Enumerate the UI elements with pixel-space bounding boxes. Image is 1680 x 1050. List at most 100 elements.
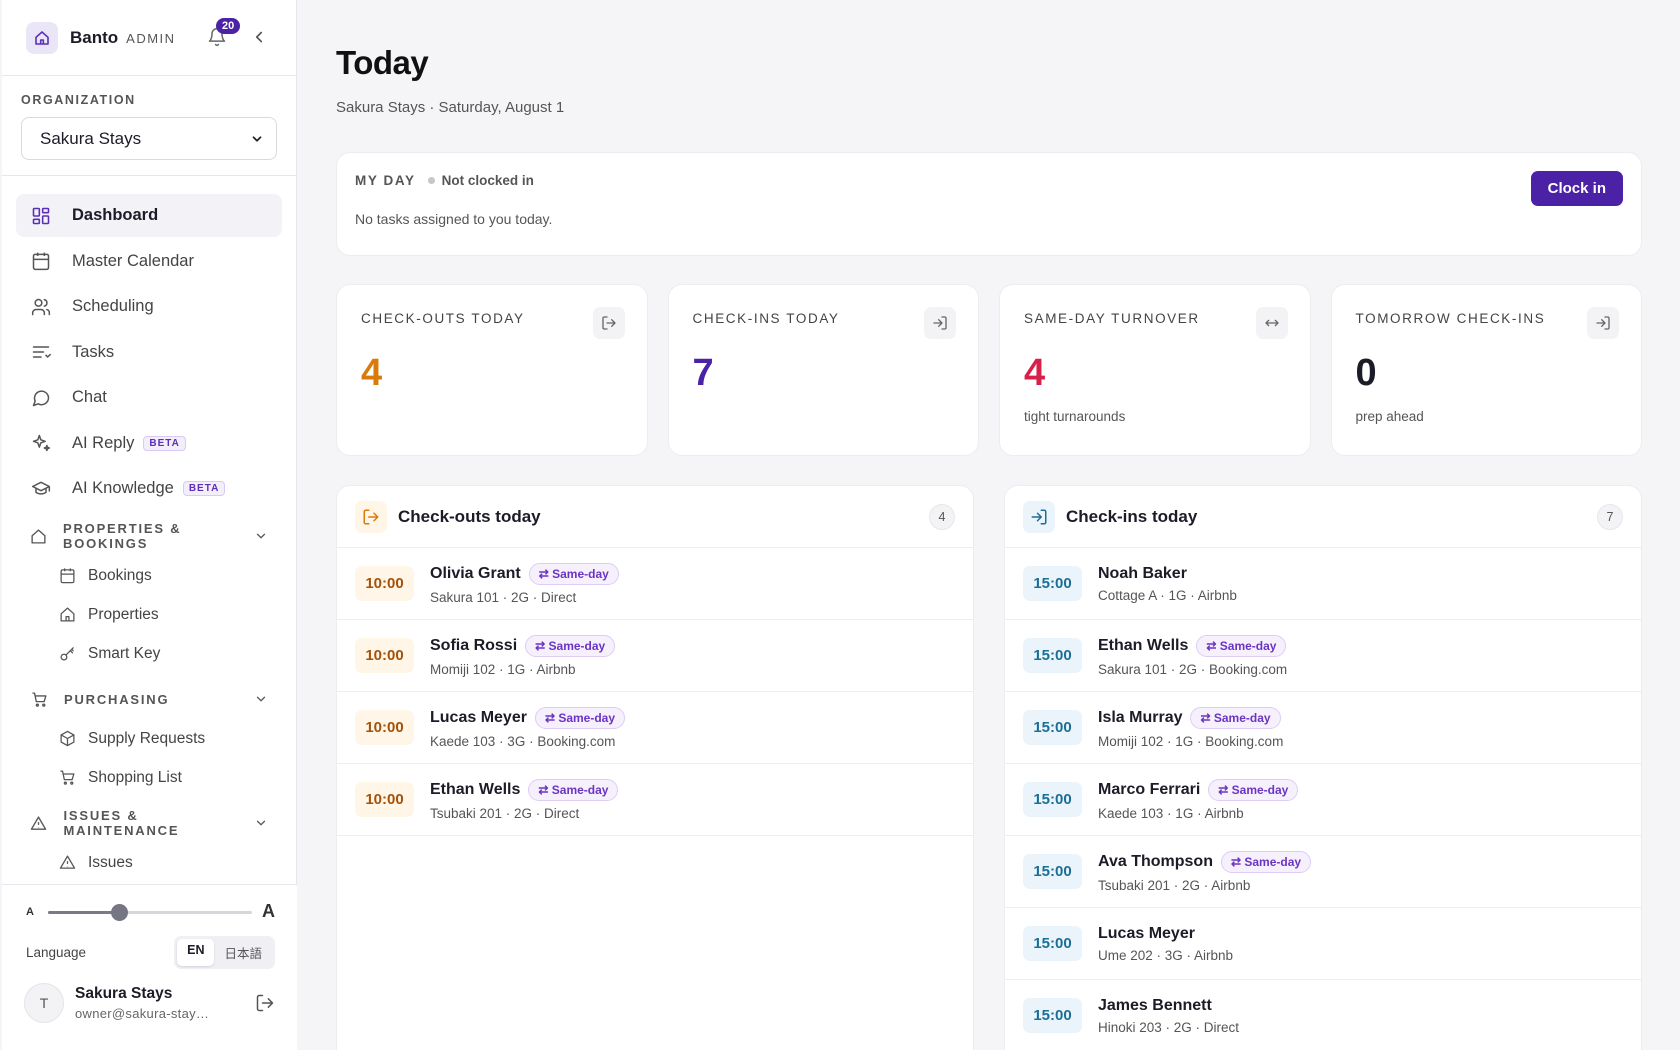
sparkle-icon [30,432,52,454]
brand-tag: ADMIN [126,31,176,46]
clock-in-button[interactable]: Clock in [1530,171,1623,206]
log-out-icon [592,307,625,339]
home-logo-icon[interactable] [26,21,58,54]
nav-item-ai-reply[interactable]: AI Reply BETA [16,422,282,465]
guest-line: Olivia Grant ⇄ Same-day [430,562,619,585]
guest-line: Ava Thompson ⇄ Same-day [1098,850,1312,873]
main-nav: Dashboard Master Calendar Scheduling Tas… [2,176,296,882]
guest-row[interactable]: 15:00 Ethan Wells ⇄ Same-day Sakura 101 · 2… [1005,620,1641,692]
home-icon [58,606,76,624]
section-properties-bookings[interactable]: PROPERTIES & BOOKINGS [16,516,282,556]
guest-row[interactable]: 10:00 Lucas Meyer ⇄ Same-day Kaede 103 · 3G… [337,692,973,764]
slider-track [47,910,252,914]
stat-card-tomorrow-check-ins[interactable]: TOMORROW CHECK-INS 0 prep ahead [1330,284,1642,456]
section-label: PURCHASING [64,691,170,707]
language-option-ja[interactable]: 日本語 [224,947,262,961]
guest-row[interactable]: 10:00 Olivia Grant ⇄ Same-day Sakura 101 · … [337,548,973,620]
guest-meta: Tsubaki 201 · 2G · Direct [430,805,580,821]
nav-item-scheduling[interactable]: Scheduling [16,285,282,328]
guest-name: Sofia Rossi [430,636,518,654]
nav-item-label: Bookings [88,566,152,584]
brand-header: Banto ADMIN 20 [2,0,296,76]
guest-line: Lucas Meyer ⇄ Same-day [430,706,626,729]
list-header: Check-ins today 7 [1005,486,1641,548]
same-day-badge: ⇄ Same-day [1190,706,1281,729]
nav-item-dashboard[interactable]: Dashboard [16,194,282,237]
guest-row[interactable]: 15:00 Isla Murray ⇄ Same-day Momiji 102 · 1… [1005,692,1641,764]
guest-info: Lucas Meyer Ume 202 · 3G · Airbnb [1098,925,1233,963]
stat-subtitle: prep ahead [1355,409,1424,424]
chevron-down-icon [254,692,268,706]
avatar[interactable]: T [24,983,64,1023]
nav-item-ai-knowledge[interactable]: AI Knowledge BETA [16,467,282,510]
arrows-horizontal-icon [1255,307,1288,339]
guest-line: Marco Ferrari ⇄ Same-day [1098,778,1299,801]
same-day-badge: ⇄ Same-day [534,706,626,729]
section-purchasing[interactable]: PURCHASING [16,679,282,719]
time-badge: 10:00 [355,566,414,601]
log-in-icon [1023,500,1055,533]
warning-icon [58,854,76,872]
same-day-badge: ⇄ Same-day [1208,778,1299,801]
guest-line: Lucas Meyer [1098,925,1233,943]
guest-info: Ava Thompson ⇄ Same-day Tsubaki 201 · 2G ·… [1098,850,1312,893]
nav-item-chat[interactable]: Chat [16,376,282,419]
calendar-icon [30,250,52,272]
organization-selected-value: Sakura Stays [40,128,142,148]
list-count-badge: 4 [929,503,955,530]
organization-section: ORGANIZATION Sakura Stays [2,76,296,176]
guest-row[interactable]: 15:00 James Bennett Hinoki 203 · 2G · Dire… [1005,980,1641,1050]
organization-select[interactable]: Sakura Stays [21,117,277,160]
chevron-down-icon [254,529,268,543]
same-day-badge: ⇄ Same-day [528,778,619,801]
user-meta: Sakura Stays owner@sakura-stays.ex... [75,985,210,1021]
my-day-message: No tasks assigned to you today. [355,211,553,227]
guest-row[interactable]: 15:00 Ava Thompson ⇄ Same-day Tsubaki 201 ·… [1005,836,1641,908]
guest-info: Ethan Wells ⇄ Same-day Tsubaki 201 · 2G · … [430,778,619,821]
brand-name: Banto [70,27,119,47]
slider-knob[interactable] [111,903,129,921]
guest-name: Isla Murray [1098,708,1183,726]
nav-item-master-calendar[interactable]: Master Calendar [16,240,282,283]
nav-item-shopping-list[interactable]: Shopping List [16,758,282,797]
stat-card-same-day-turnover[interactable]: SAME-DAY TURNOVER 4 tight turnarounds [999,284,1311,456]
guest-meta: Hinoki 203 · 2G · Direct [1098,1019,1240,1035]
chevron-left-icon[interactable] [250,28,268,46]
cart-icon [58,769,76,787]
nav-item-issues[interactable]: Issues [16,843,282,882]
guest-row[interactable]: 10:00 Ethan Wells ⇄ Same-day Tsubaki 201 · … [337,764,973,836]
guest-name: Ava Thompson [1098,852,1213,870]
stat-card-check-ins[interactable]: CHECK-INS TODAY 7 [667,284,979,456]
guest-info: James Bennett Hinoki 203 · 2G · Direct [1098,997,1239,1035]
guest-row[interactable]: 15:00 Marco Ferrari ⇄ Same-day Kaede 103 · … [1005,764,1641,836]
clock-status: Not clocked in [441,173,534,188]
same-day-badge: ⇄ Same-day [525,634,616,657]
beta-badge: BETA [182,481,226,496]
my-day-card: MY DAY Not clocked in No tasks assigned … [336,152,1642,256]
log-out-icon[interactable] [255,993,275,1013]
page-subtitle: Sakura Stays · Saturday, August 1 [336,99,565,116]
nav-item-label: Properties [88,605,159,623]
nav-item-bookings[interactable]: Bookings [16,556,282,595]
nav-item-properties[interactable]: Properties [16,595,282,634]
nav-item-tasks[interactable]: Tasks [16,331,282,374]
sidebar: Banto ADMIN 20 ORGANIZATION Sakura Stays… [2,0,297,1050]
list-title: Check-ins today [1066,506,1198,526]
nav-item-smart-key[interactable]: Smart Key [16,634,282,673]
nav-item-supply-requests[interactable]: Supply Requests [16,719,282,758]
language-option-en[interactable]: EN [177,939,215,966]
guest-row[interactable]: 15:00 Noah Baker Cottage A · 1G · Airbnb [1005,548,1641,620]
tasks-icon [30,341,52,363]
time-badge: 15:00 [1023,998,1082,1033]
check-outs-list: Check-outs today 4 10:00 Olivia Grant ⇄ Sa… [336,485,974,1050]
nav-item-label: AI Knowledge [72,479,174,497]
stat-card-check-outs[interactable]: CHECK-OUTS TODAY 4 [336,284,648,456]
stat-value: 4 [1024,352,1046,394]
stat-subtitle: tight turnarounds [1024,409,1126,424]
list-count-badge: 7 [1597,503,1623,530]
section-issues-maintenance[interactable]: ISSUES & MAINTENANCE [16,803,282,843]
guest-row[interactable]: 10:00 Sofia Rossi ⇄ Same-day Momiji 102 · 1… [337,620,973,692]
guest-row[interactable]: 15:00 Lucas Meyer Ume 202 · 3G · Airbnb [1005,908,1641,980]
font-size-slider[interactable] [47,903,252,921]
beta-badge: BETA [143,435,186,451]
